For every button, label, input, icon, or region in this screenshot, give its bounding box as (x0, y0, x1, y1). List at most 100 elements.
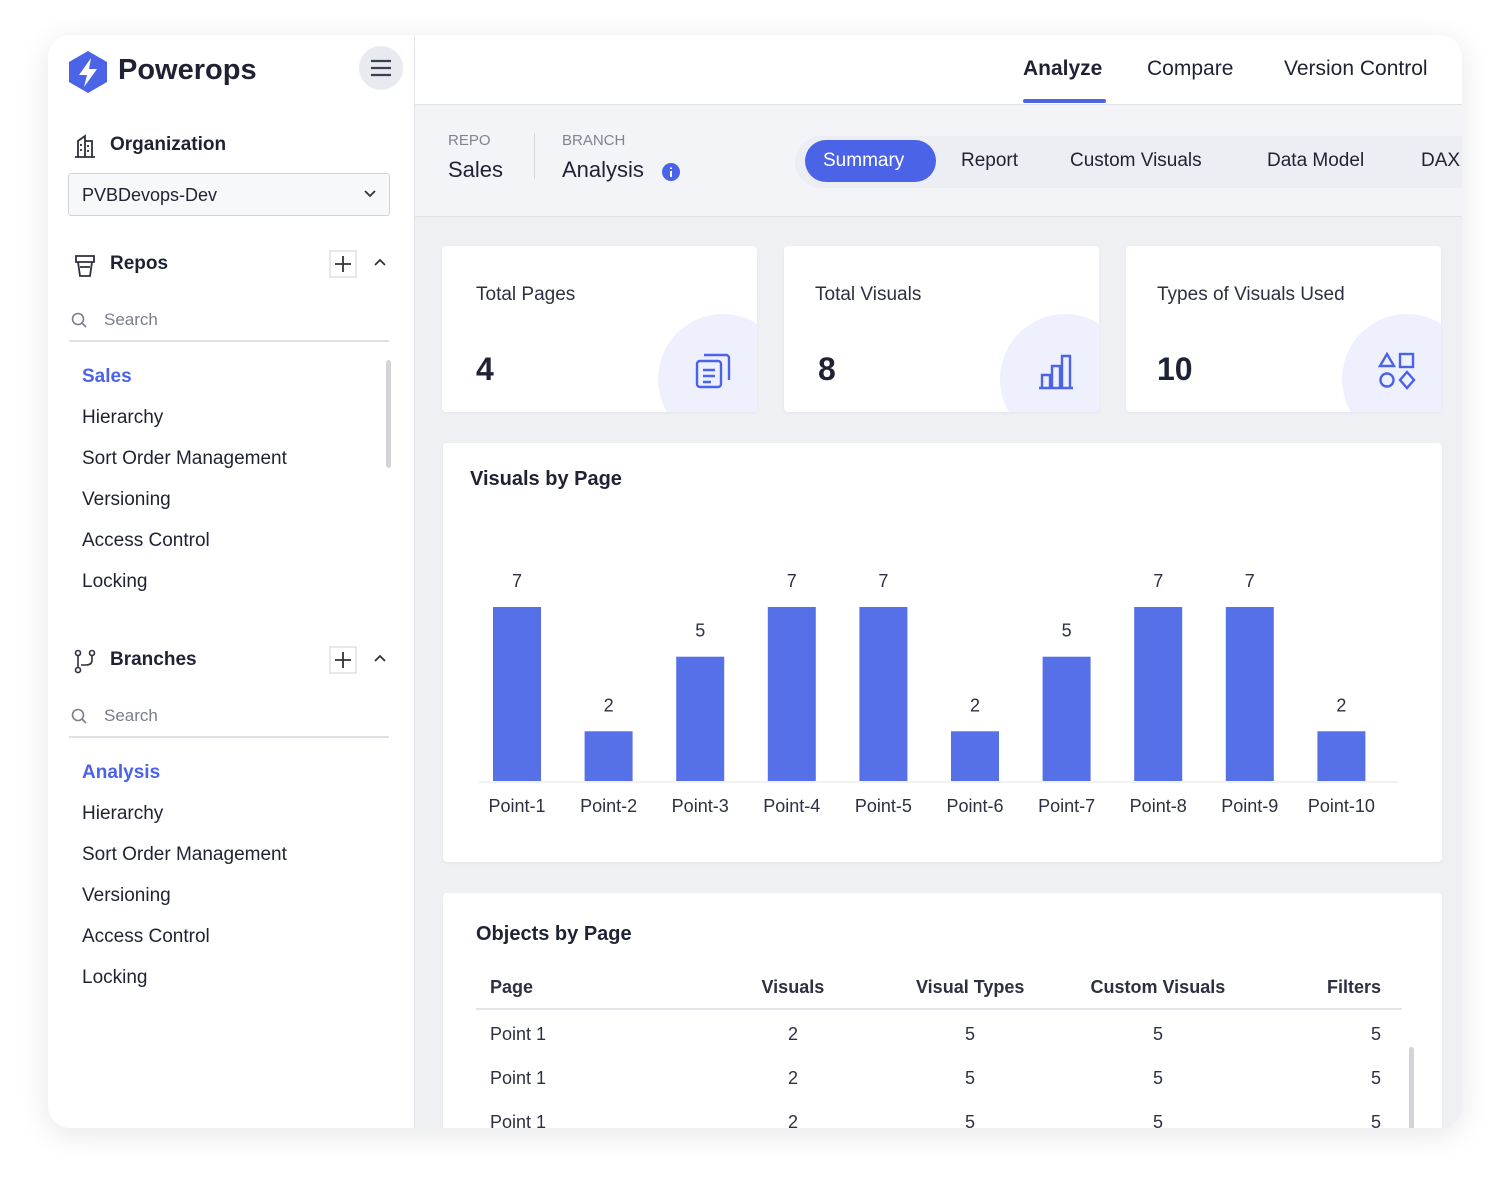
menu-button[interactable] (359, 46, 403, 90)
tab[interactable]: Summary (823, 150, 905, 171)
tab[interactable]: Custom Visuals (1070, 150, 1202, 171)
nav-item[interactable]: Analysis (82, 762, 161, 783)
chart-card: Visuals by Page Point-1 7 Point-2 2 Point-3 5… (443, 443, 1442, 862)
tab[interactable]: Report (961, 150, 1019, 171)
nav-tab[interactable]: Version Control (1284, 57, 1428, 80)
divider (534, 133, 535, 179)
search-input[interactable]: Search (104, 706, 158, 725)
header-divider (476, 1008, 1402, 1010)
branch-name: Analysis (562, 157, 644, 182)
nav-item[interactable]: Access Control (82, 530, 210, 551)
table-cell: Point 1 (490, 1024, 547, 1044)
table-cell: 5 (1371, 1068, 1382, 1088)
stat-value: 8 (818, 351, 836, 387)
tab[interactable]: Data Model (1267, 150, 1365, 171)
data-label: 5 (1062, 621, 1072, 641)
logo (69, 51, 107, 93)
branch-label: BRANCH (562, 132, 626, 149)
bar (1134, 607, 1183, 781)
bar (1042, 656, 1091, 781)
top-nav: Analyze Compare Version Control (415, 35, 1462, 105)
column-header: Page (490, 977, 534, 997)
nav-item[interactable]: Locking (82, 571, 148, 592)
divider (69, 340, 389, 342)
nav-item[interactable]: Versioning (82, 489, 171, 510)
x-tick-label: Point-2 (580, 796, 637, 816)
bar (493, 607, 541, 781)
data-label: 7 (878, 571, 888, 591)
active-tab-pill (805, 140, 936, 182)
table-cell: 2 (788, 1068, 799, 1088)
page-header: REPO Sales BRANCH Analysis Summary Report… (415, 105, 1462, 217)
stat-value: 4 (476, 351, 494, 387)
sidebar: Powerops Organization PVBDevops-Dev Repo… (48, 35, 415, 1128)
nav-item[interactable]: Locking (82, 967, 148, 988)
section-label: Repos (110, 253, 169, 274)
chart-title: Visuals by Page (470, 468, 622, 490)
column-header: Custom Visuals (1090, 977, 1226, 997)
nav-item[interactable]: Hierarchy (82, 407, 164, 428)
table-cell: Point 1 (490, 1068, 547, 1088)
chevron (364, 190, 376, 198)
stat-card: Types of Visuals Used 10 (1126, 246, 1441, 412)
divider (69, 736, 389, 738)
add-button[interactable] (329, 646, 357, 674)
bar (1317, 731, 1366, 781)
bar (767, 607, 816, 781)
collapse-button[interactable] (373, 256, 387, 268)
table-card: Objects by Page Page Visuals Visual Types C… (443, 893, 1442, 1128)
table-cell: 5 (1371, 1112, 1382, 1128)
nav-item[interactable]: Sales (82, 366, 132, 387)
nav-item[interactable]: Sort Order Management (82, 844, 287, 865)
data-label: 7 (1245, 571, 1255, 591)
stat-label: Types of Visuals Used (1157, 284, 1345, 305)
nav-item[interactable]: Versioning (82, 885, 171, 906)
add-button[interactable] (329, 250, 357, 278)
table-cell: 2 (788, 1024, 799, 1044)
stat-label: Total Pages (476, 284, 576, 305)
table-cell: 5 (1153, 1112, 1164, 1128)
org-value: PVBDevops-Dev (82, 185, 218, 205)
stat-icon (1378, 351, 1416, 390)
column-header: Visuals (761, 977, 825, 997)
x-tick-label: Point-4 (763, 796, 820, 816)
nav-item[interactable]: Access Control (82, 926, 210, 947)
x-tick-label: Point-10 (1308, 796, 1375, 816)
tab[interactable]: DAX (1421, 150, 1461, 171)
table-cell: Point 1 (490, 1112, 547, 1128)
stat-icon (1039, 354, 1073, 390)
nav-tab[interactable]: Analyze (1023, 57, 1103, 80)
data-label: 2 (1336, 695, 1346, 715)
table-cell: 5 (1153, 1024, 1164, 1044)
stat-icon (695, 353, 731, 389)
table-cell: 5 (1371, 1024, 1382, 1044)
nav-item[interactable]: Hierarchy (82, 803, 164, 824)
column-header: Visual Types (916, 977, 1025, 997)
branches-icon (74, 649, 96, 674)
column-header: Filters (1327, 977, 1382, 997)
repo-label: REPO (448, 132, 491, 149)
stat-card: Total Visuals 8 (784, 246, 1099, 412)
nav-tab[interactable]: Compare (1147, 57, 1234, 80)
scrollbar (1409, 1047, 1414, 1128)
table-cell: 2 (788, 1112, 799, 1128)
app-window: Powerops Organization PVBDevops-Dev Repo… (48, 35, 1462, 1128)
data-label: 7 (512, 571, 522, 591)
data-label: 5 (695, 621, 705, 641)
search-icon (71, 312, 87, 328)
scrollbar (386, 360, 391, 468)
x-tick-label: Point-3 (672, 796, 729, 816)
bar (859, 607, 908, 781)
collapse-button[interactable] (373, 652, 387, 664)
nav-item[interactable]: Sort Order Management (82, 448, 287, 469)
org-select[interactable]: PVBDevops-Dev (68, 173, 390, 216)
x-tick-label: Point-8 (1130, 796, 1187, 816)
info-icon[interactable] (661, 162, 681, 182)
table-cell: 5 (1153, 1068, 1164, 1088)
data-label: 7 (787, 571, 797, 591)
search-input[interactable]: Search (104, 310, 158, 329)
x-tick-label: Point-9 (1221, 796, 1278, 816)
search-icon (71, 708, 87, 724)
